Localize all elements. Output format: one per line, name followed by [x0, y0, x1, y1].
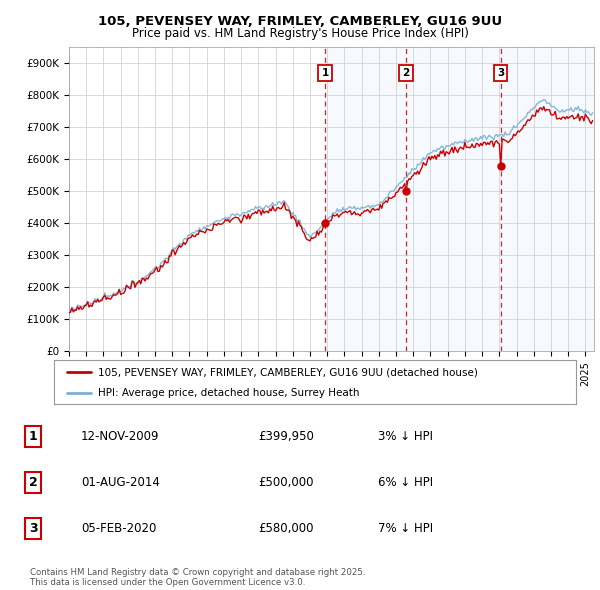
Text: £580,000: £580,000 — [258, 522, 314, 535]
Text: £500,000: £500,000 — [258, 476, 314, 489]
Text: 1: 1 — [322, 68, 329, 78]
Text: HPI: Average price, detached house, Surrey Heath: HPI: Average price, detached house, Surr… — [98, 388, 360, 398]
Text: 12-NOV-2009: 12-NOV-2009 — [81, 430, 160, 442]
Text: Price paid vs. HM Land Registry's House Price Index (HPI): Price paid vs. HM Land Registry's House … — [131, 27, 469, 40]
Text: 2: 2 — [403, 68, 410, 78]
Text: 3% ↓ HPI: 3% ↓ HPI — [378, 430, 433, 442]
Text: 3: 3 — [497, 68, 505, 78]
Text: 6% ↓ HPI: 6% ↓ HPI — [378, 476, 433, 489]
Text: 2: 2 — [29, 476, 37, 489]
Text: £399,950: £399,950 — [258, 430, 314, 442]
Bar — [325, 47, 594, 351]
Text: 105, PEVENSEY WAY, FRIMLEY, CAMBERLEY, GU16 9UU: 105, PEVENSEY WAY, FRIMLEY, CAMBERLEY, G… — [98, 15, 502, 28]
Text: 01-AUG-2014: 01-AUG-2014 — [81, 476, 160, 489]
Text: 1: 1 — [29, 430, 37, 442]
Text: 7% ↓ HPI: 7% ↓ HPI — [378, 522, 433, 535]
Text: 105, PEVENSEY WAY, FRIMLEY, CAMBERLEY, GU16 9UU (detached house): 105, PEVENSEY WAY, FRIMLEY, CAMBERLEY, G… — [98, 368, 478, 377]
Text: 05-FEB-2020: 05-FEB-2020 — [81, 522, 157, 535]
Text: 3: 3 — [29, 522, 37, 535]
Text: Contains HM Land Registry data © Crown copyright and database right 2025.
This d: Contains HM Land Registry data © Crown c… — [30, 568, 365, 587]
